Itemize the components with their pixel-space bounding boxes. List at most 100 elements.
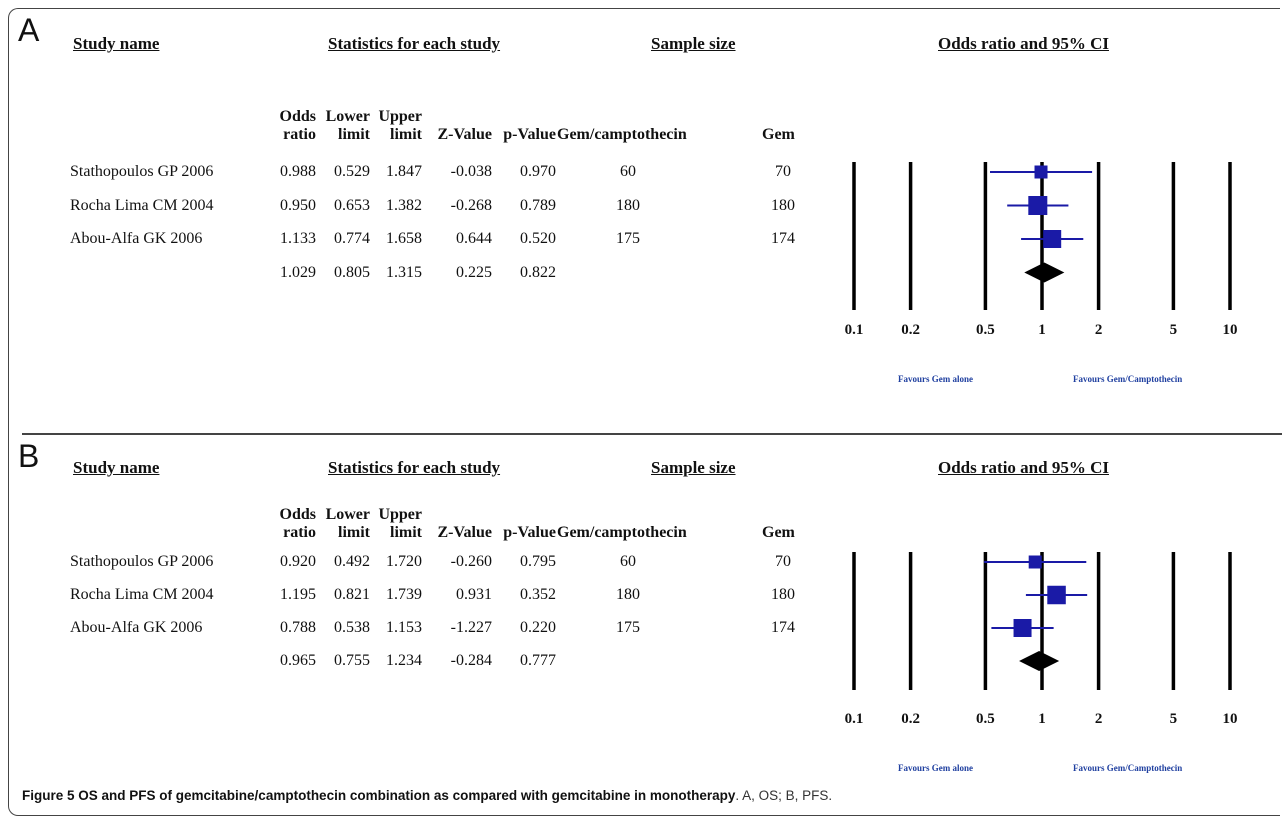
col-gem: Gem — [762, 524, 795, 541]
study-name-cell: Abou-Alfa GK 2006 — [70, 230, 203, 247]
odds-ratio-cell: 0.988 — [280, 163, 316, 180]
odds-ratio-cell: 1.195 — [280, 586, 316, 603]
axis-tick-label: 2 — [1095, 711, 1103, 727]
axis-tick-label: 5 — [1170, 711, 1178, 727]
caption-title: OS and PFS of gemcitabine/camptothecin c… — [78, 788, 736, 803]
lower-limit-cell: 0.774 — [334, 230, 370, 247]
odds-ratio-cell: 0.788 — [280, 619, 316, 636]
caption-rest: . A, OS; B, PFS. — [735, 788, 833, 803]
axis-tick-label: 0.5 — [976, 322, 995, 338]
favours-right-label: Favours Gem/Camptothecin — [1073, 374, 1182, 384]
study-name-cell: Rocha Lima CM 2004 — [70, 196, 214, 214]
col-gem-camptothecin: Gem/camptothecin — [557, 126, 687, 143]
col-lower-1: Lower — [325, 108, 370, 125]
summary-odds-ratio-cell: 1.029 — [280, 263, 316, 281]
col-p-value: p-Value — [503, 524, 556, 541]
axis-tick-label: 1 — [1038, 711, 1046, 727]
header-sample-size: Sample size — [651, 34, 736, 53]
col-lower-2: limit — [338, 126, 370, 143]
study-marker — [1028, 196, 1048, 215]
col-z-value: Z-Value — [437, 126, 492, 143]
axis-tick-label: 10 — [1223, 322, 1238, 338]
header-study-name: Study name — [73, 34, 160, 53]
gem-camptothecin-n-cell: 180 — [616, 586, 640, 603]
odds-ratio-cell: 0.950 — [280, 196, 316, 214]
gem-n-cell: 174 — [771, 619, 795, 636]
header-sample-size: Sample size — [651, 458, 736, 477]
axis-tick-label: 0.5 — [976, 711, 995, 727]
study-marker — [1013, 619, 1032, 637]
axis-tick-label: 1 — [1038, 322, 1046, 338]
col-odds-1: Odds — [279, 108, 316, 125]
favours-left-label: Favours Gem alone — [898, 763, 973, 773]
lower-limit-cell: 0.492 — [334, 553, 370, 570]
header-statistics: Statistics for each study — [328, 458, 501, 477]
col-upper-1: Upper — [378, 108, 422, 125]
summary-z-value-cell: 0.225 — [456, 263, 492, 281]
summary-lower-limit-cell: 0.805 — [334, 263, 370, 281]
p-value-cell: 0.795 — [520, 553, 556, 570]
odds-ratio-cell: 1.133 — [280, 230, 316, 247]
favours-right-label: Favours Gem/Camptothecin — [1073, 763, 1182, 773]
lower-limit-cell: 0.653 — [334, 196, 370, 214]
z-value-cell: 0.644 — [456, 230, 492, 247]
summary-p-value-cell: 0.822 — [520, 263, 556, 281]
summary-diamond — [1019, 651, 1060, 671]
panel-a: A Study name Statistics for each study S… — [18, 14, 1268, 414]
figure-frame — [8, 8, 1280, 816]
z-value-cell: -0.038 — [450, 163, 492, 180]
col-odds-1: Odds — [279, 506, 316, 523]
gem-n-cell: 70 — [775, 553, 791, 570]
study-name-cell: Stathopoulos GP 2006 — [70, 553, 214, 570]
upper-limit-cell: 1.720 — [386, 553, 422, 570]
forest-plot: 0.1 0.2 0.5 1 2 5 10 Favours Gem alone Favours G… — [845, 162, 1238, 384]
col-odds-2: ratio — [283, 524, 316, 541]
upper-limit-cell: 1.153 — [386, 619, 422, 636]
col-lower-2: limit — [338, 524, 370, 541]
lower-limit-cell: 0.538 — [334, 619, 370, 636]
col-upper-2: limit — [390, 524, 422, 541]
gem-n-cell: 180 — [771, 196, 795, 214]
gem-camptothecin-n-cell: 175 — [616, 230, 640, 247]
gem-n-cell: 174 — [771, 230, 795, 247]
favours-left-label: Favours Gem alone — [898, 374, 973, 384]
p-value-cell: 0.970 — [520, 163, 556, 180]
study-marker — [1028, 555, 1042, 569]
gem-camptothecin-n-cell: 180 — [616, 196, 640, 214]
axis-tick-label: 0.1 — [845, 711, 864, 727]
summary-z-value-cell: -0.284 — [450, 652, 492, 669]
figure-caption: Figure 5 OS and PFS of gemcitabine/campt… — [22, 788, 832, 803]
study-marker — [1034, 165, 1048, 179]
summary-p-value-cell: 0.777 — [520, 652, 556, 669]
gem-camptothecin-n-cell: 60 — [620, 163, 636, 180]
study-name-cell: Abou-Alfa GK 2006 — [70, 619, 203, 636]
summary-odds-ratio-cell: 0.965 — [280, 652, 316, 669]
lower-limit-cell: 0.529 — [334, 163, 370, 180]
col-upper-2: limit — [390, 126, 422, 143]
axis-tick-label: 5 — [1170, 322, 1178, 338]
gem-n-cell: 70 — [775, 163, 791, 180]
header-statistics: Statistics for each study — [328, 34, 501, 53]
header-odds-ratio-ci: Odds ratio and 95% CI — [938, 34, 1109, 53]
gem-camptothecin-n-cell: 175 — [616, 619, 640, 636]
summary-upper-limit-cell: 1.315 — [386, 263, 422, 281]
odds-ratio-cell: 0.920 — [280, 553, 316, 570]
gem-n-cell: 180 — [771, 586, 795, 603]
summary-lower-limit-cell: 0.755 — [334, 652, 370, 669]
z-value-cell: -1.227 — [450, 619, 492, 636]
summary-diamond — [1024, 262, 1065, 283]
p-value-cell: 0.520 — [520, 230, 556, 247]
upper-limit-cell: 1.847 — [386, 163, 422, 180]
panel-divider — [22, 433, 1282, 435]
study-name-cell: Rocha Lima CM 2004 — [70, 586, 214, 603]
axis-tick-label: 0.2 — [901, 711, 920, 727]
panel-letter: B — [18, 438, 40, 474]
upper-limit-cell: 1.658 — [386, 230, 422, 247]
caption-label: Figure 5 — [22, 788, 75, 803]
study-marker — [1047, 585, 1066, 605]
upper-limit-cell: 1.739 — [386, 586, 422, 603]
col-p-value: p-Value — [503, 126, 556, 143]
lower-limit-cell: 0.821 — [334, 586, 370, 603]
p-value-cell: 0.352 — [520, 586, 556, 603]
axis-tick-label: 2 — [1095, 322, 1103, 338]
